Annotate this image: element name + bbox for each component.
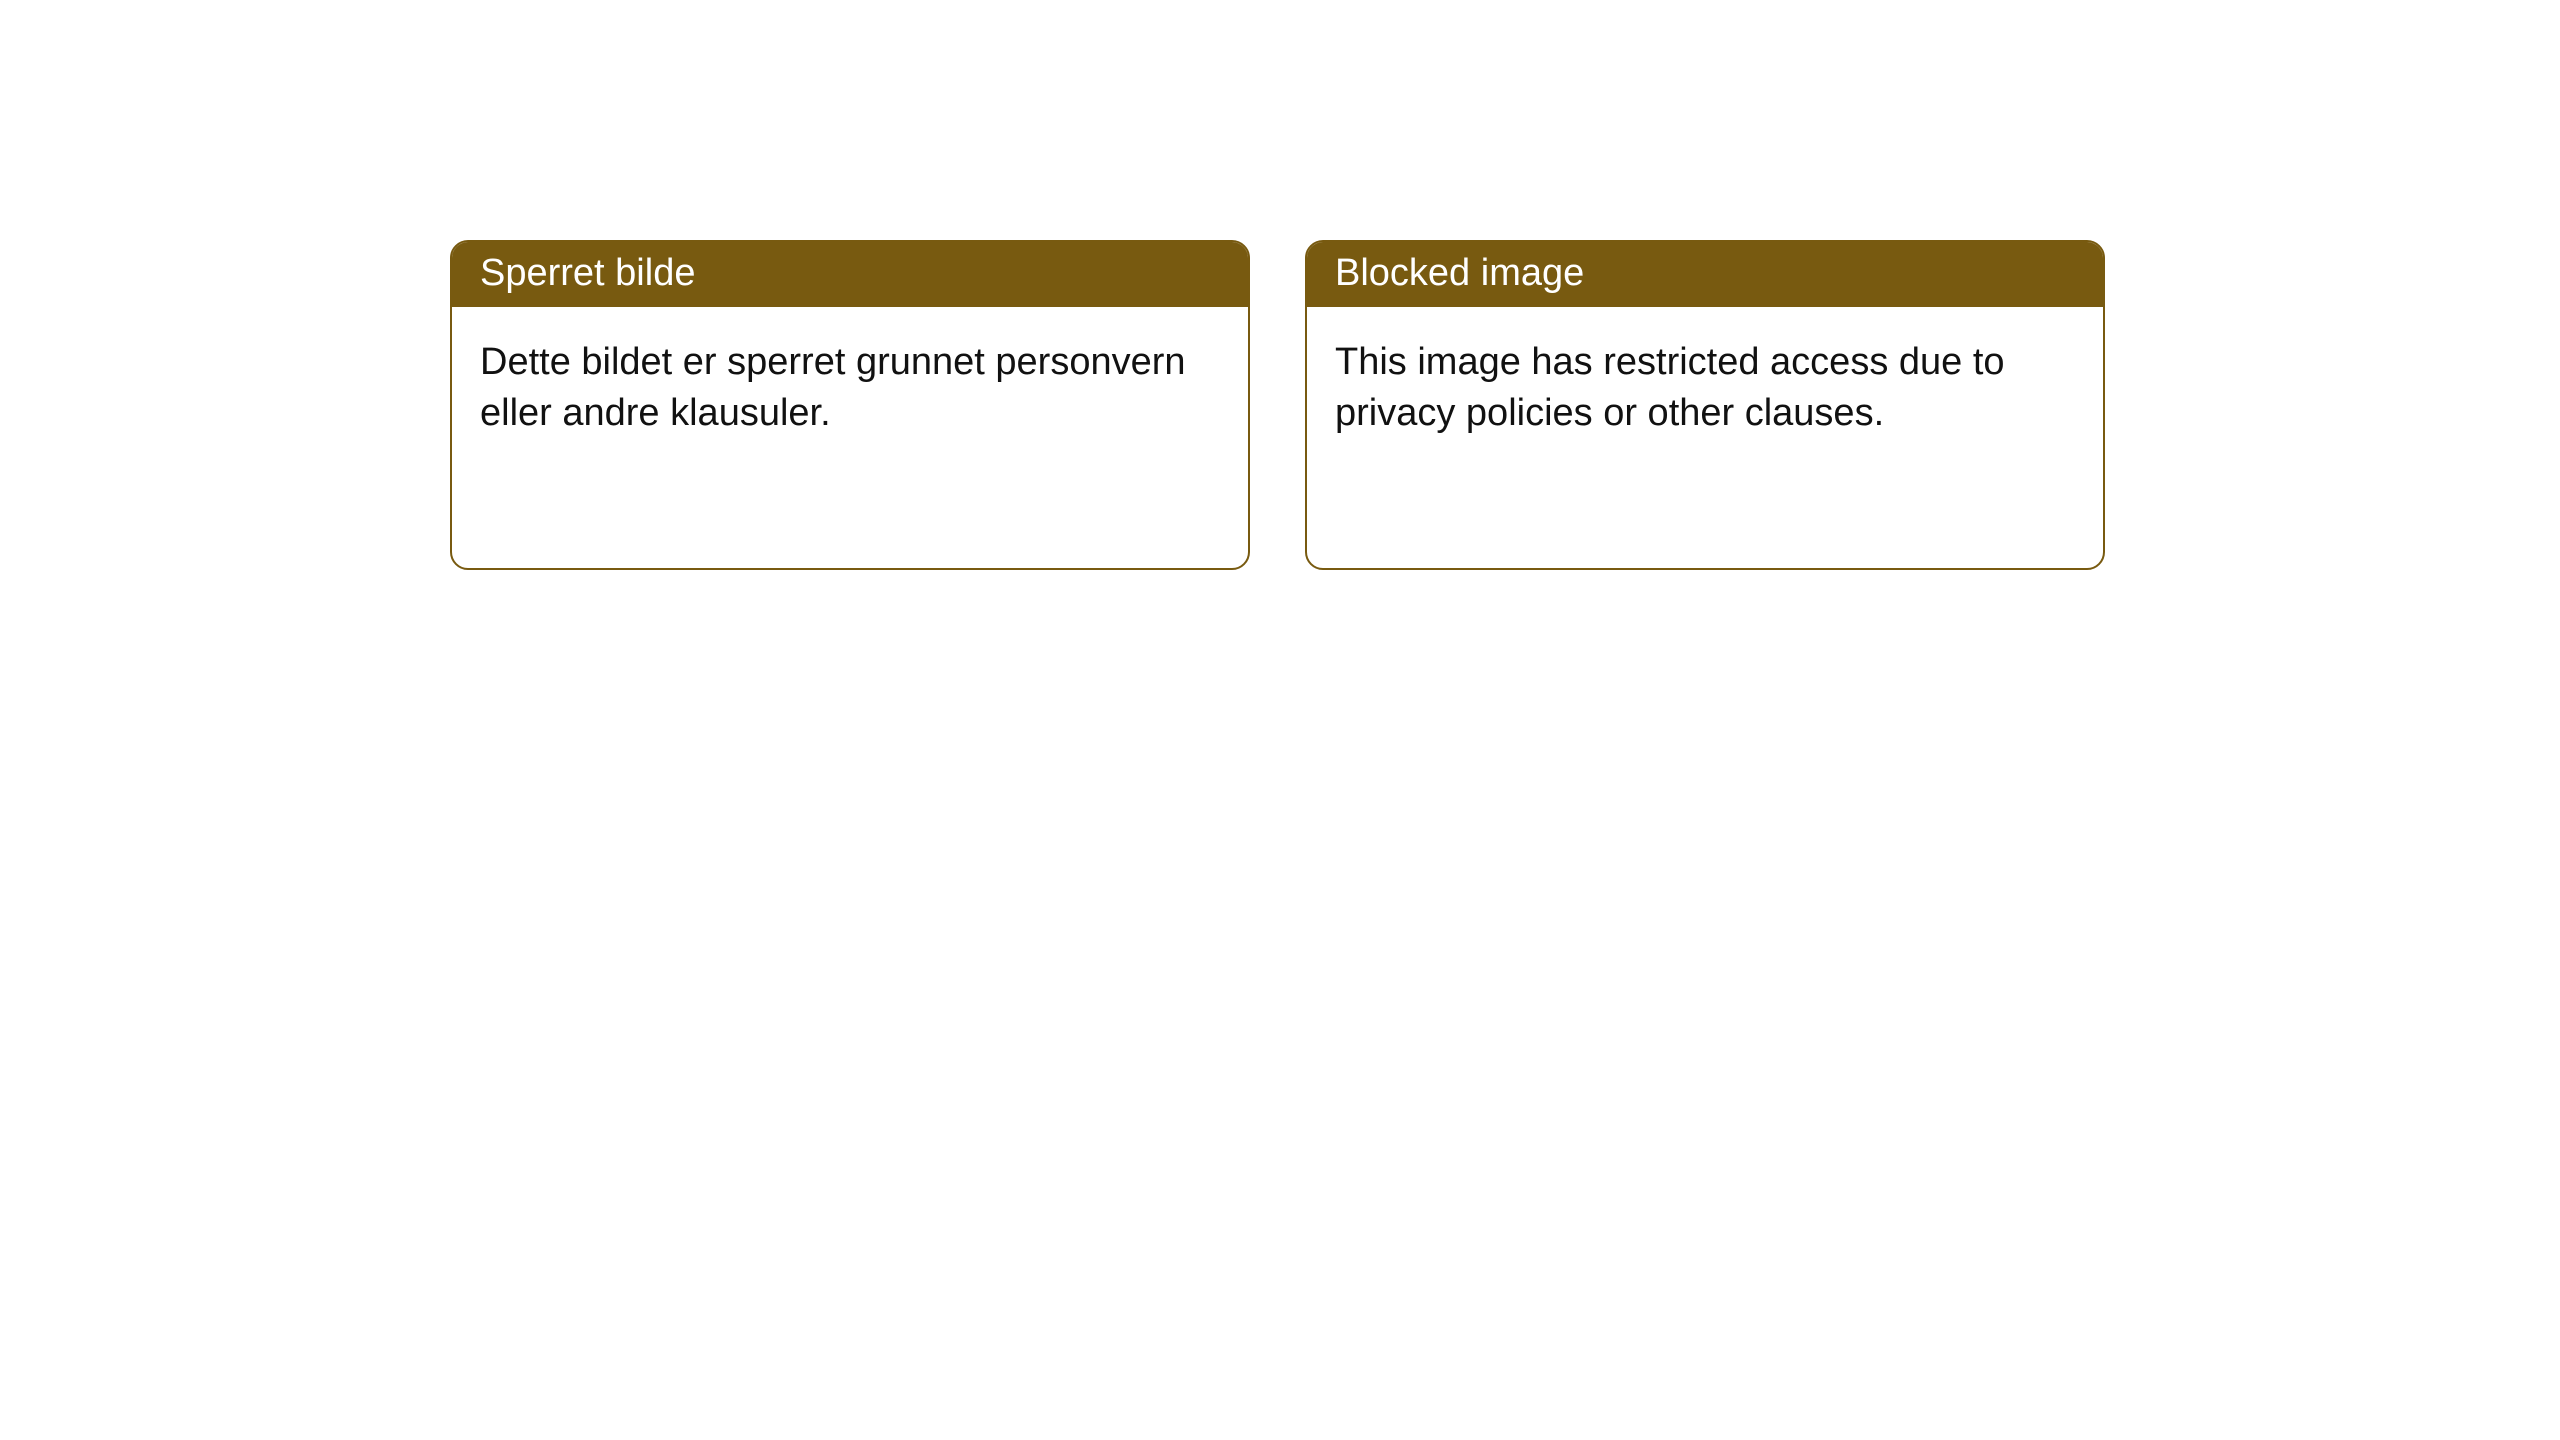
notice-header: Sperret bilde [452, 242, 1248, 307]
notice-header: Blocked image [1307, 242, 2103, 307]
notice-card-english: Blocked image This image has restricted … [1305, 240, 2105, 570]
notice-card-norwegian: Sperret bilde Dette bildet er sperret gr… [450, 240, 1250, 570]
notice-body: This image has restricted access due to … [1307, 307, 2103, 470]
notice-body: Dette bildet er sperret grunnet personve… [452, 307, 1248, 470]
notice-container: Sperret bilde Dette bildet er sperret gr… [450, 240, 2105, 570]
